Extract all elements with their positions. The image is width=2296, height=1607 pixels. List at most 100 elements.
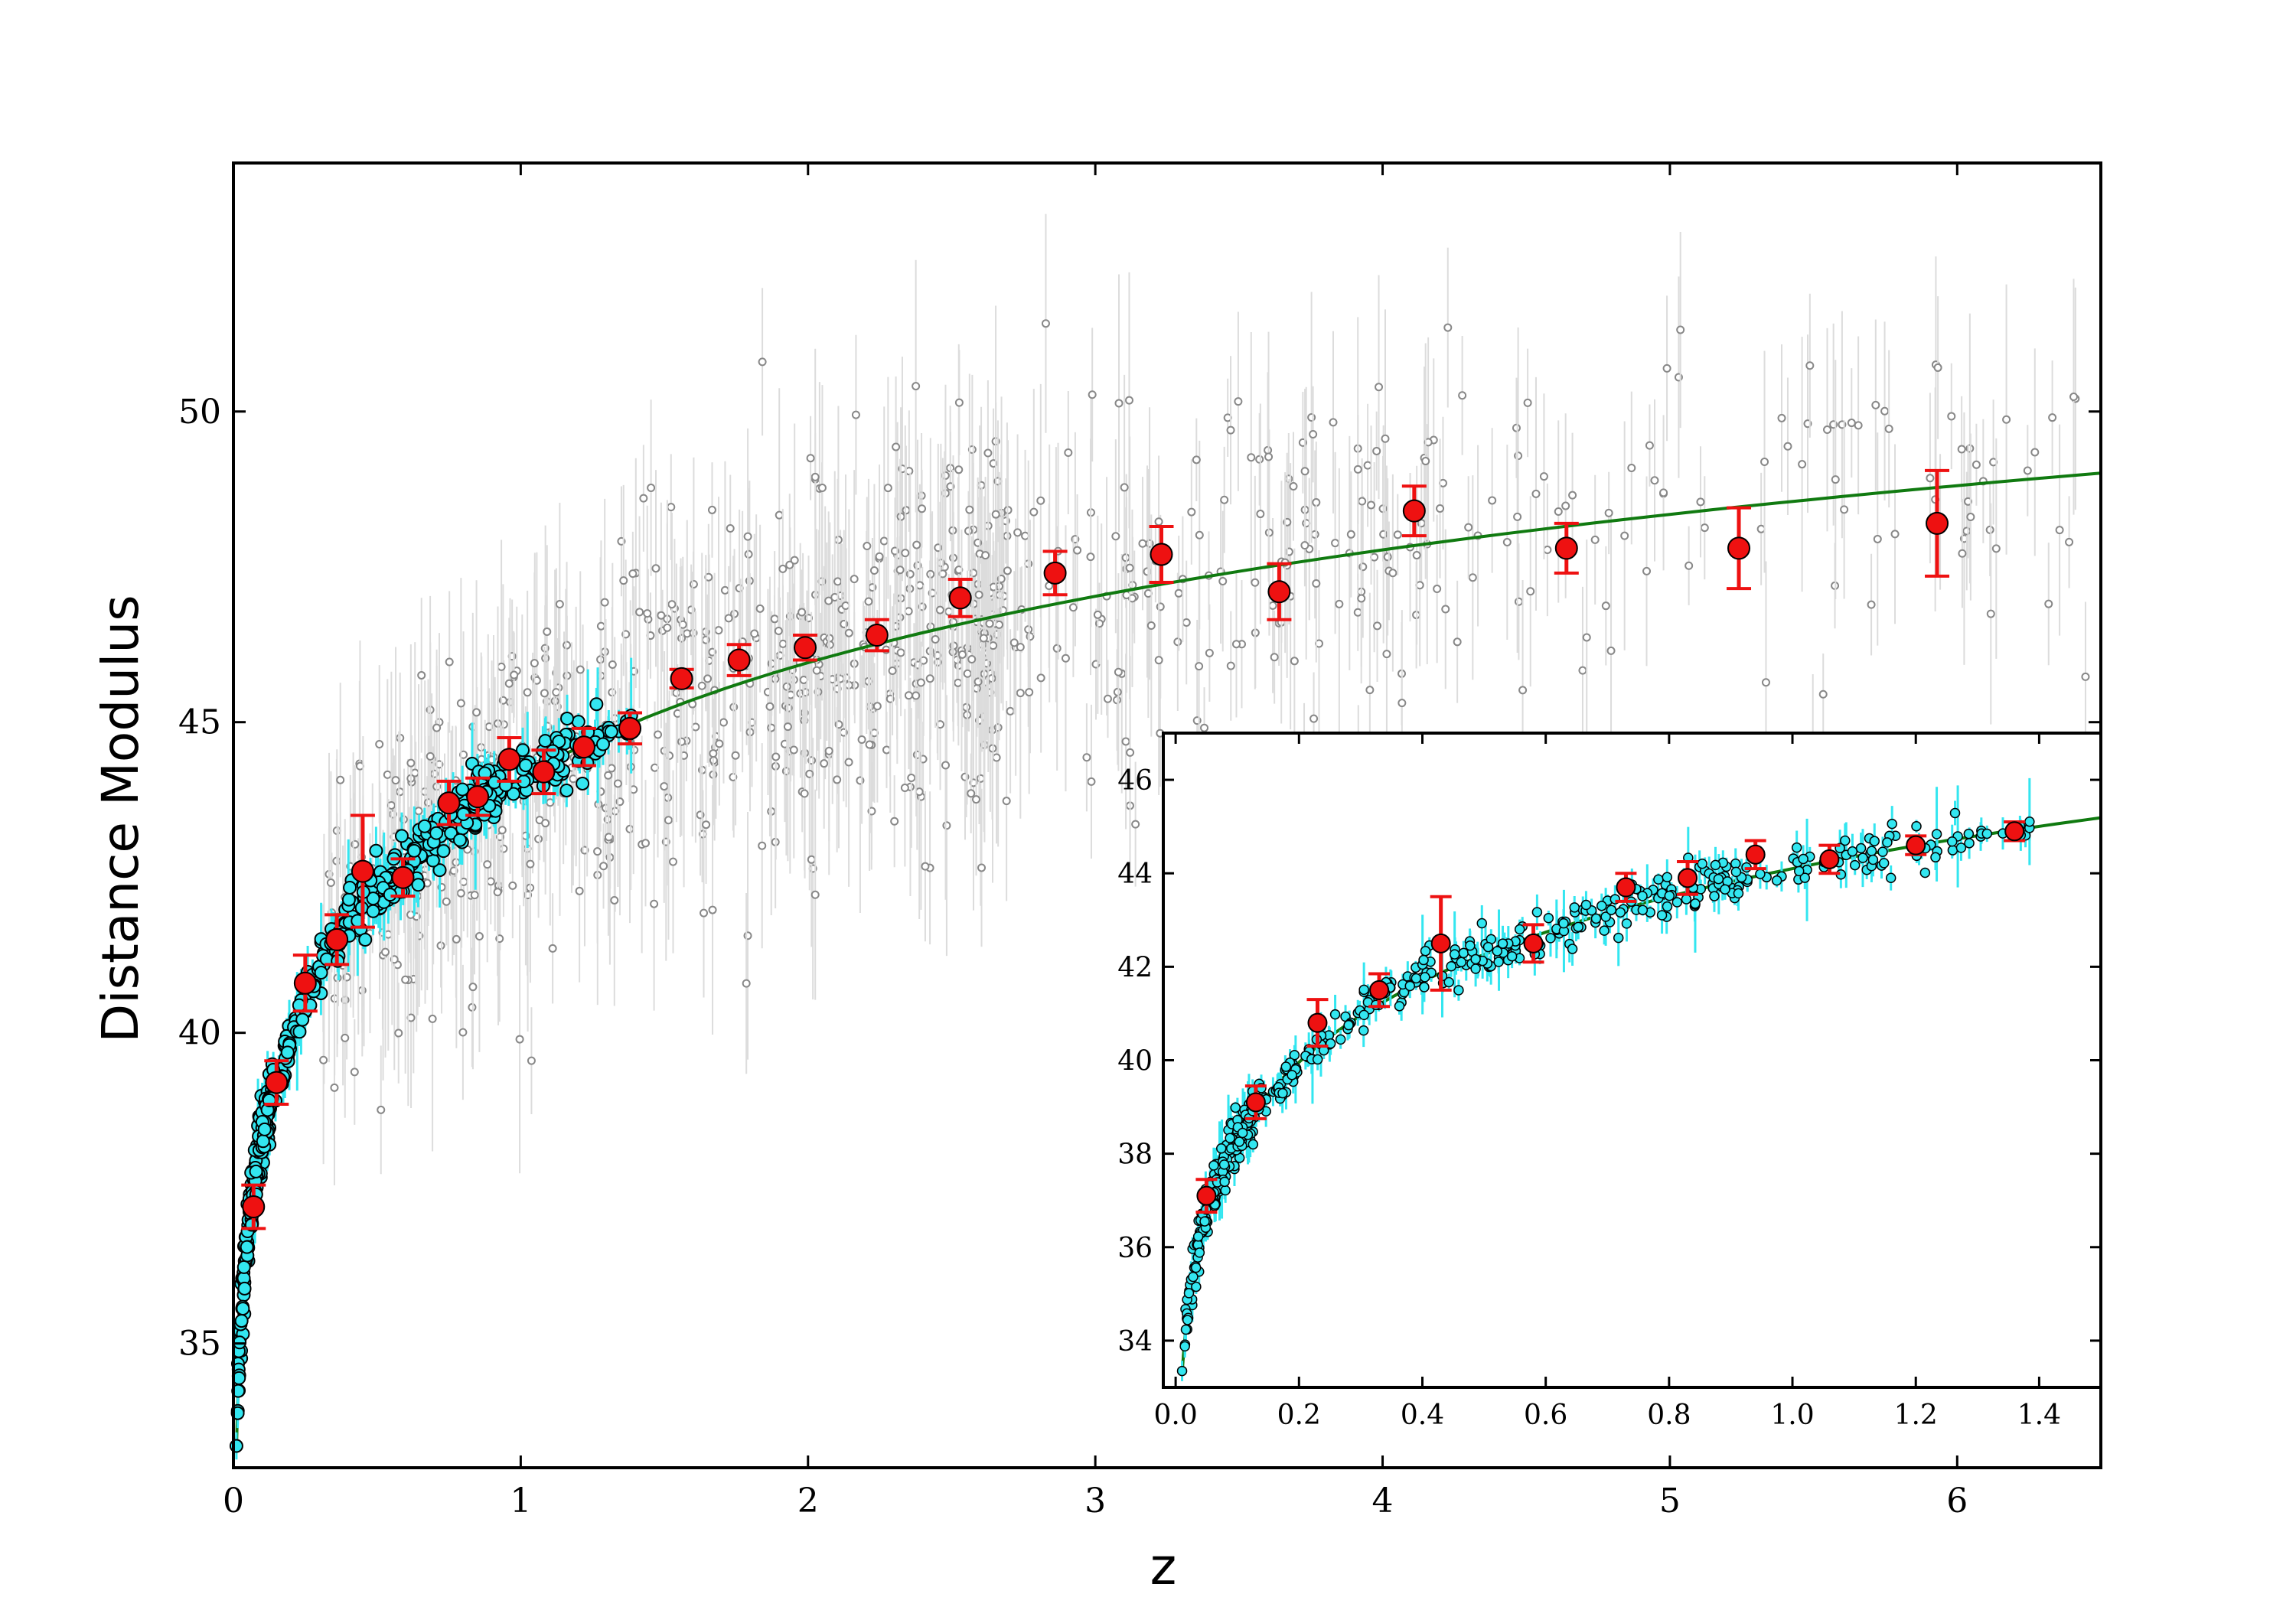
quasar-point (882, 745, 891, 755)
quasar-point (350, 1068, 359, 1077)
supernova-point (256, 1134, 270, 1149)
quasar-point (667, 503, 676, 512)
quasar-point (1120, 483, 1129, 492)
inset-supernova-point (1931, 829, 1942, 839)
quasar-point (707, 505, 716, 514)
quasar-point (1335, 599, 1344, 608)
quasar-point (807, 855, 816, 864)
quasar-point (1957, 445, 1966, 454)
quasar-point (1256, 510, 1265, 519)
quasar-point (1087, 777, 1096, 786)
quasar-point (954, 398, 964, 407)
quasar-point (394, 1028, 403, 1038)
quasar-point (1093, 610, 1102, 619)
binned-point (1196, 1185, 1217, 1206)
quasar-point (799, 675, 808, 684)
quasar-point (863, 542, 872, 551)
quasar-point (1543, 546, 1552, 555)
quasar-point (954, 678, 963, 687)
quasar-point (1367, 500, 1376, 510)
quasar-point (983, 448, 993, 458)
binned-point (293, 971, 317, 995)
quasar-point (1300, 541, 1309, 550)
inset-supernova-point (1600, 911, 1611, 922)
quasar-point (912, 382, 921, 391)
inset-supernova-point (1947, 845, 1958, 856)
quasar-point (1231, 640, 1241, 649)
quasar-point (1381, 434, 1390, 443)
inset-supernova-point (1866, 846, 1877, 856)
quasar-point (857, 735, 866, 744)
quasar-point (550, 696, 559, 706)
quasar-point (1662, 363, 1671, 373)
quasar-point (771, 752, 781, 761)
binned-point (1043, 561, 1067, 585)
inset-supernova-point (1247, 1139, 1259, 1150)
quasar-point (552, 688, 561, 697)
inset-supernova-point (1567, 944, 1578, 954)
quasar-point (912, 540, 921, 549)
quasar-point (383, 770, 392, 779)
quasar-point (1003, 566, 1012, 575)
quasar-point (1393, 530, 1402, 539)
inset-supernova-point (1531, 907, 1543, 918)
quasar-point (901, 549, 910, 558)
quasar-point (1309, 430, 1318, 439)
quasar-point (1531, 489, 1541, 498)
inset-supernova-point (1664, 890, 1675, 901)
inset-y-tick-label: 38 (1117, 1139, 1153, 1171)
quasar-point (979, 634, 988, 643)
supernova-point (552, 734, 566, 748)
binned-point (325, 927, 349, 951)
quasar-point (778, 639, 788, 648)
inset-supernova-point (1730, 866, 1742, 878)
inset-supernova-point (1312, 1054, 1323, 1065)
quasar-point (643, 609, 652, 618)
inset-supernova-point (1793, 865, 1805, 877)
quasar-point (1036, 673, 1045, 683)
binned-point (242, 1195, 266, 1218)
supernova-point (236, 1260, 251, 1274)
quasar-point (1761, 678, 1770, 687)
inset-supernova-point (1878, 858, 1890, 869)
quasar-point (672, 688, 681, 697)
quasar-point (964, 526, 974, 536)
inset-supernova-point (1225, 1133, 1235, 1144)
quasar-point (1353, 464, 1362, 474)
supernova-point (559, 783, 574, 797)
quasar-point (1512, 423, 1521, 432)
binned-point (2004, 821, 2025, 842)
quasar-point (639, 494, 648, 503)
quasar-point (941, 761, 951, 770)
binned-point (391, 865, 415, 889)
quasar-point (1453, 637, 1462, 647)
inset-supernova-point (1514, 924, 1525, 935)
quasar-point (967, 789, 976, 798)
quasar-point (963, 669, 972, 678)
supernova-point (394, 829, 409, 843)
quasar-point (957, 650, 967, 659)
y-axis-label: Distance Modulus (91, 595, 150, 1042)
inset-supernova-point (1277, 1087, 1288, 1099)
quasar-point (785, 560, 794, 569)
quasar-point (1270, 653, 1279, 662)
quasar-point (720, 585, 729, 595)
binned-point (794, 636, 817, 660)
quasar-point (1064, 448, 1073, 457)
binned-point (1616, 877, 1636, 898)
inset-supernova-point (1613, 932, 1624, 944)
quasar-point (1756, 524, 1766, 533)
quasar-point (1424, 438, 1433, 447)
inset-supernova-point (1590, 913, 1602, 924)
x-axis-label: z (1150, 1537, 1177, 1596)
supernova-point (417, 819, 432, 833)
quasar-point (1397, 699, 1407, 708)
quasar-point (921, 862, 930, 871)
inset-supernova-point (1569, 902, 1580, 913)
quasar-point (497, 662, 506, 671)
inset-supernova-point (2024, 816, 2035, 827)
quasar-point (414, 807, 423, 816)
supernova-point (516, 743, 530, 758)
quasar-point (1041, 319, 1050, 328)
quasar-point (883, 484, 892, 493)
